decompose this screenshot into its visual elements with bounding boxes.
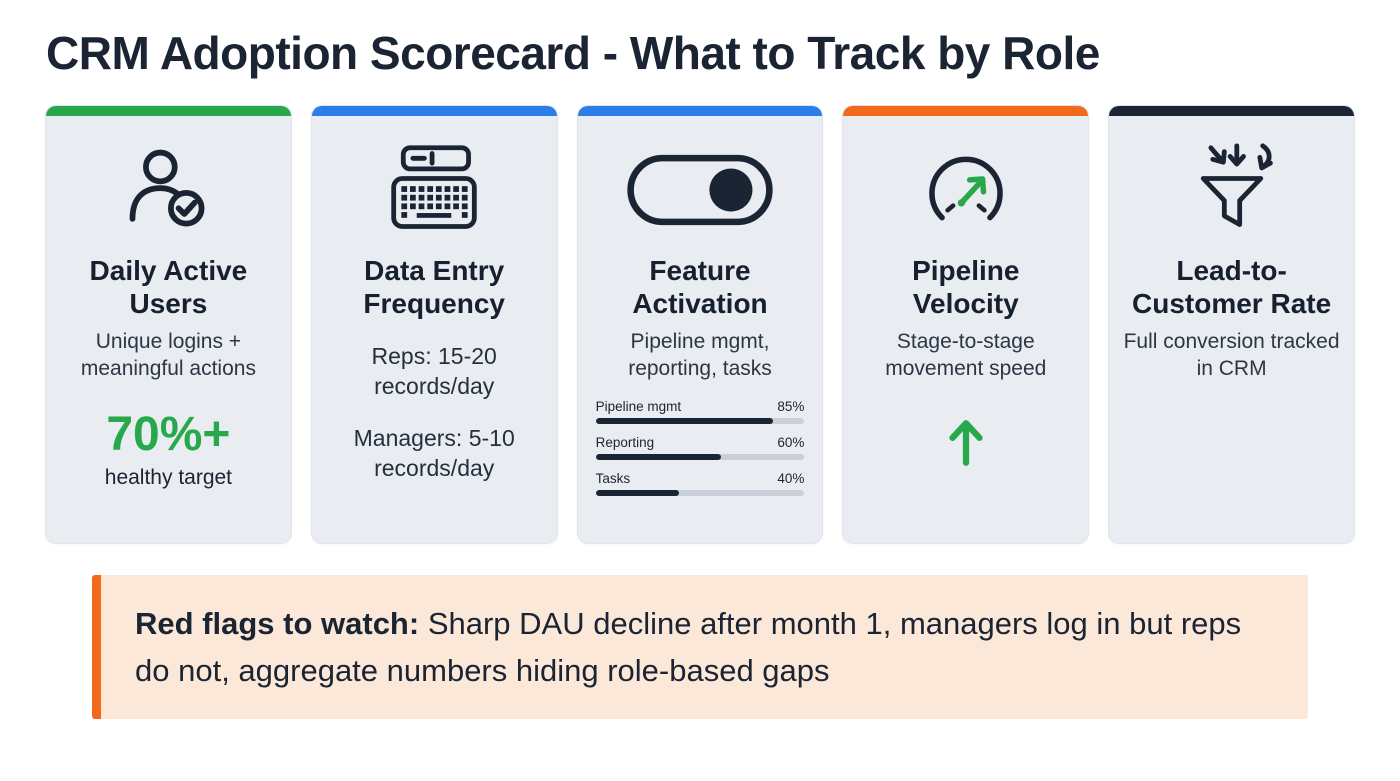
- bar-row-reporting: Reporting 60%: [595, 434, 805, 460]
- card-subtitle: Unique logins + meaningful actions: [80, 330, 256, 381]
- bar-row-tasks: Tasks 40%: [595, 470, 805, 496]
- toggle-icon: [578, 138, 823, 242]
- bar-label: Pipeline mgmt: [595, 398, 682, 414]
- bar-label: Reporting: [595, 434, 655, 450]
- card-title: Lead-to-Customer Rate: [1132, 255, 1332, 320]
- bar-label: Tasks: [595, 470, 631, 486]
- red-flags-callout: Red flags to watch: Sharp DAU decline af…: [92, 575, 1308, 720]
- card-accent-bar: [577, 106, 823, 116]
- bar-value: 40%: [777, 470, 805, 486]
- user-check-icon: [46, 138, 291, 242]
- frequency-line-managers: Managers: 5-10 records/day: [353, 424, 515, 481]
- bar-row-pipeline-mgmt: Pipeline mgmt 85%: [595, 398, 805, 424]
- up-arrow-icon: [843, 417, 1088, 467]
- bar-track: [595, 417, 805, 424]
- card-subtitle: Stage-to-stage movement speed: [885, 330, 1047, 381]
- bar-value: 60%: [777, 434, 805, 450]
- card-title: Data Entry Frequency: [363, 255, 505, 320]
- card-title: Pipeline Velocity: [912, 255, 1020, 320]
- funnel-icon: [1109, 138, 1354, 242]
- bar-fill: [595, 453, 721, 460]
- stat-value: 70%+: [106, 407, 231, 461]
- card-feature-activation: Feature Activation Pipeline mgmt, report…: [577, 106, 823, 543]
- card-daily-active-users: Daily Active Users Unique logins + meani…: [46, 106, 291, 543]
- card-data-entry-frequency: Data Entry Frequency Reps: 15-20 records…: [311, 106, 557, 543]
- card-title: Feature Activation: [632, 255, 768, 320]
- feature-bar-chart: Pipeline mgmt 85% Reporting 60% Tasks: [595, 398, 805, 496]
- callout-lead: Red flags to watch:: [135, 606, 420, 641]
- card-accent-bar: [46, 106, 291, 116]
- keyboard-icon: [312, 138, 557, 242]
- card-accent-bar: [311, 106, 557, 116]
- card-lead-to-customer-rate: Lead-to-Customer Rate Full conversion tr…: [1109, 106, 1354, 543]
- stat-caption: healthy target: [104, 465, 233, 489]
- bar-fill: [595, 417, 774, 424]
- cards-row: Daily Active Users Unique logins + meani…: [46, 106, 1354, 543]
- bar-value: 85%: [777, 398, 805, 414]
- bar-track: [595, 453, 805, 460]
- card-pipeline-velocity: Pipeline Velocity Stage-to-stage movemen…: [843, 106, 1089, 543]
- bar-fill: [595, 489, 680, 496]
- infographic: CRM Adoption Scorecard - What to Track b…: [46, 27, 1354, 720]
- page-title: CRM Adoption Scorecard - What to Track b…: [46, 27, 1100, 79]
- card-title: Daily Active Users: [89, 255, 248, 320]
- card-accent-bar: [1109, 106, 1354, 116]
- gauge-icon: [843, 138, 1088, 242]
- card-subtitle: Full conversion tracked in CRM: [1123, 330, 1340, 381]
- card-subtitle: Pipeline mgmt, reporting, tasks: [628, 330, 772, 381]
- frequency-line-reps: Reps: 15-20 records/day: [371, 343, 497, 399]
- bar-track: [595, 489, 805, 496]
- card-accent-bar: [843, 106, 1089, 116]
- callout-body: Sharp DAU decline after month 1, manager…: [135, 606, 1242, 689]
